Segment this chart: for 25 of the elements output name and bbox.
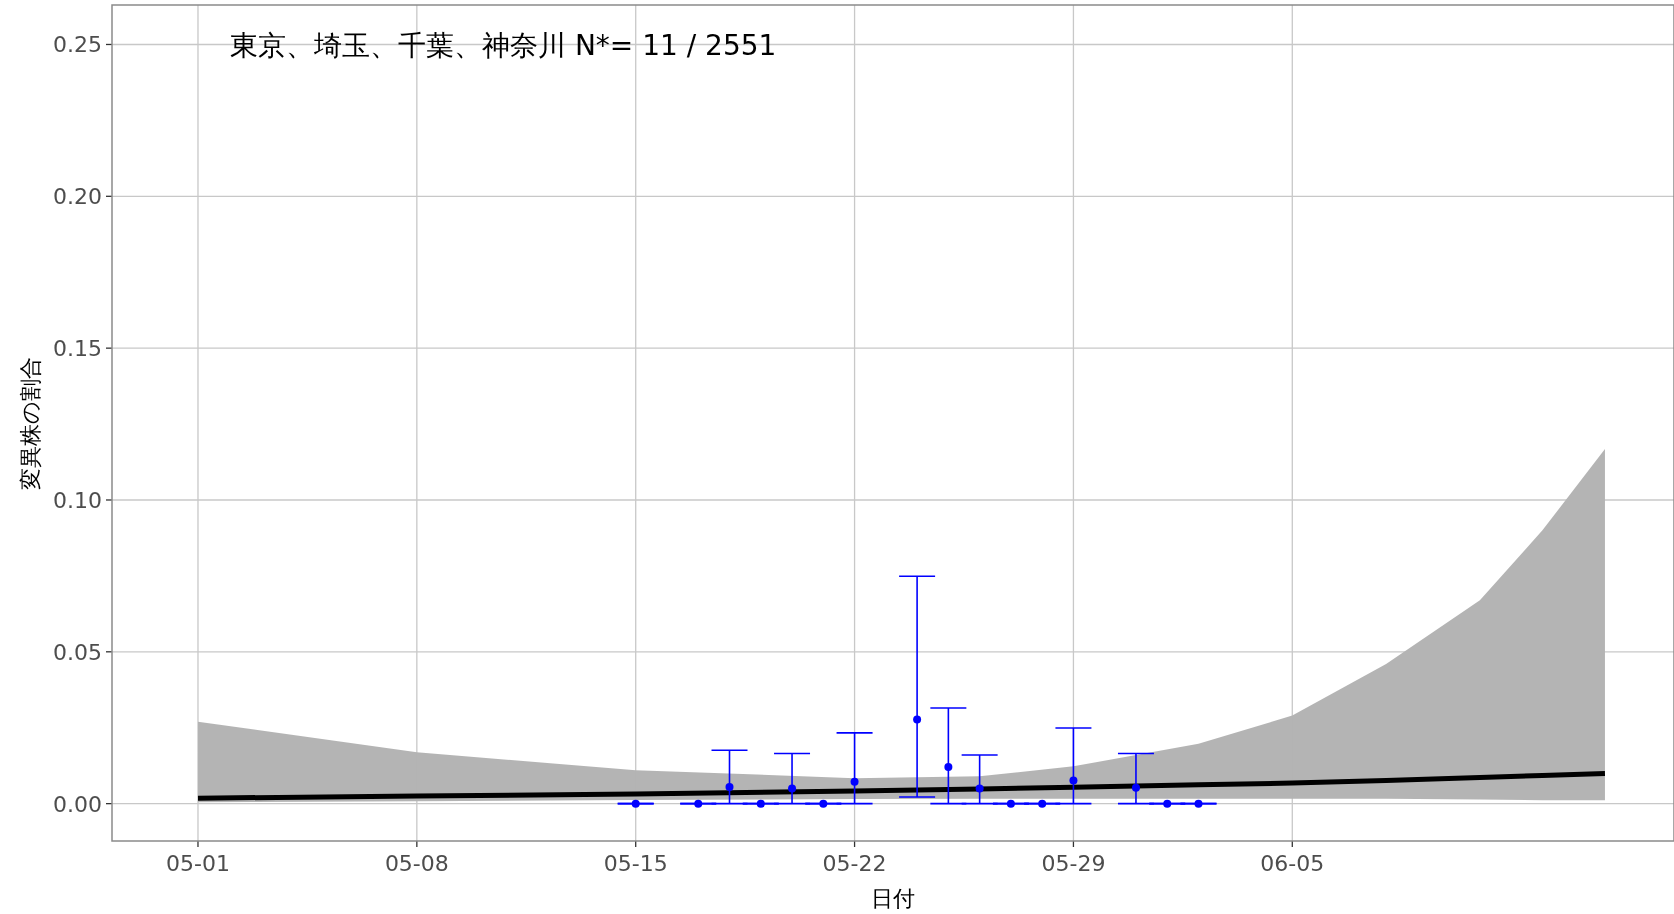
x-tick-label: 05-15 [603,851,668,876]
x-tick-label: 06-05 [1260,851,1325,876]
point [1131,783,1140,792]
point [913,715,922,724]
x-tick-label: 05-22 [822,851,887,876]
point [944,762,953,771]
y-tick-label: 0.15 [53,336,102,362]
point [850,777,859,786]
y-axis-title: 変異株の割合 [18,356,43,490]
y-tick-label: 0.20 [53,184,102,210]
x-tick-label: 05-29 [1041,851,1106,876]
x-tick-label: 05-01 [166,851,230,876]
point [1006,799,1015,808]
point [1038,799,1047,808]
y-tick-label: 0.00 [53,791,102,817]
x-axis-title: 日付 [871,886,915,911]
point [788,784,797,793]
y-tick-label: 0.05 [53,639,102,665]
y-tick-label: 0.10 [53,487,102,513]
x-tick-label: 05-08 [384,851,449,876]
point [975,784,984,793]
y-tick-label: 0.25 [53,32,102,58]
point [1069,776,1078,785]
point [725,782,734,791]
text: 東京、埼玉、千葉、神奈川 N*= 11 / 2551 [230,29,777,62]
